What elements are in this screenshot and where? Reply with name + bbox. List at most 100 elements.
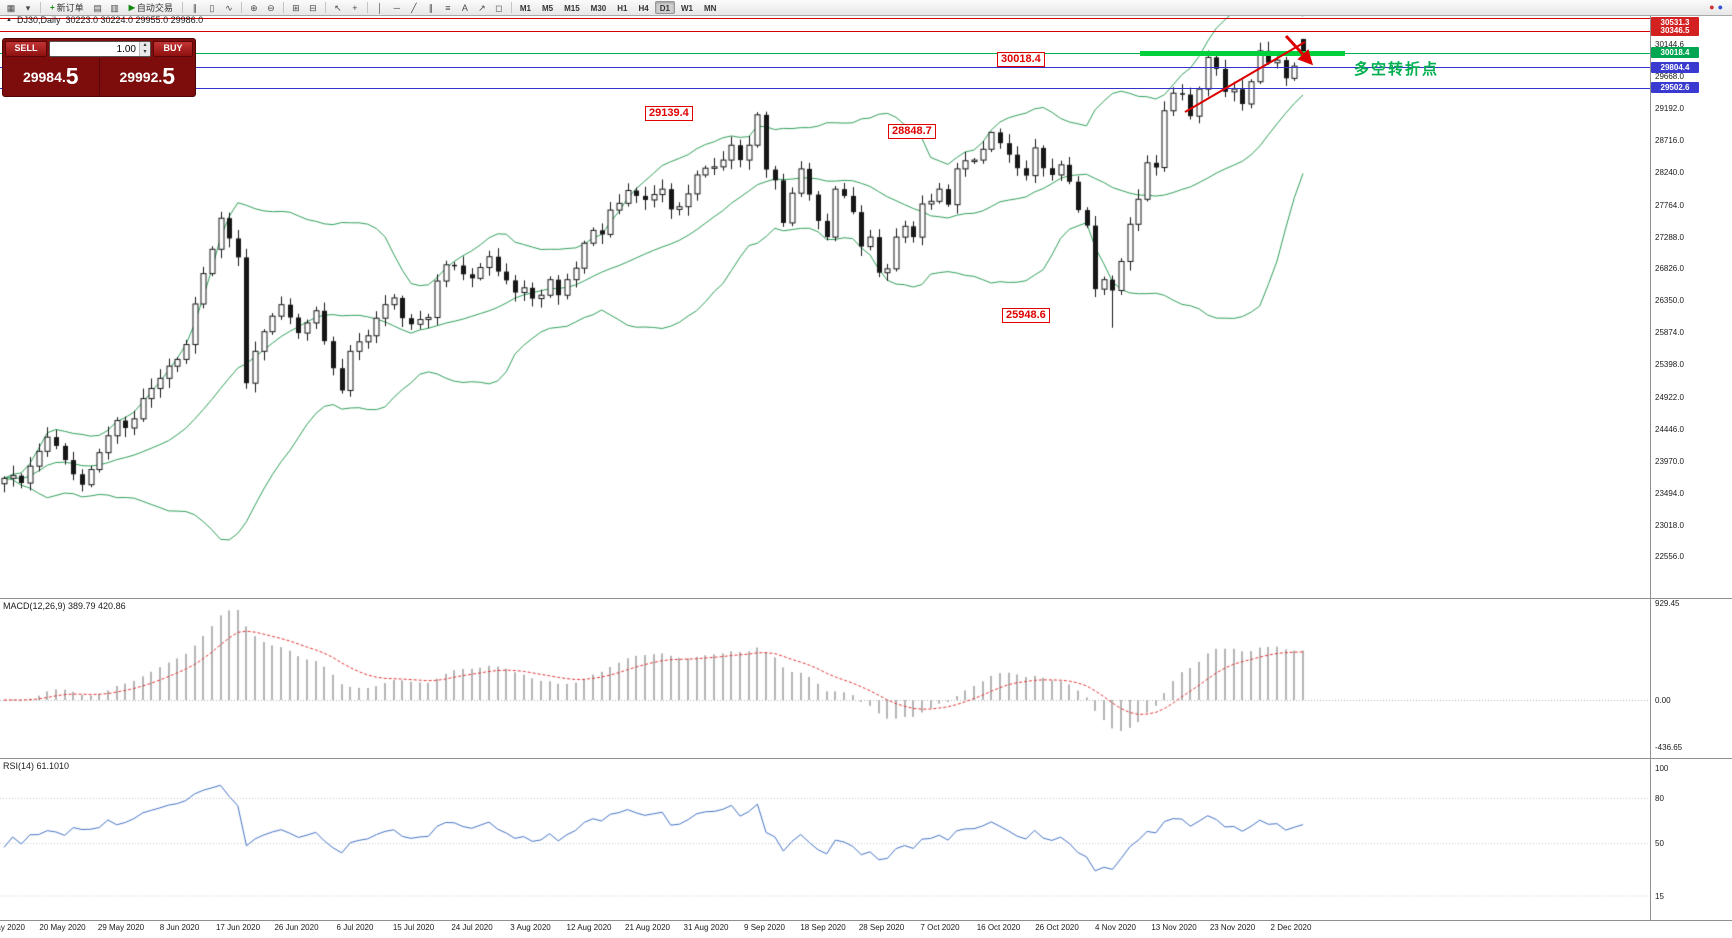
- sell-button[interactable]: SELL: [5, 41, 47, 57]
- timeframe-h4-button[interactable]: H4: [638, 4, 649, 13]
- rsi-indicator-canvas[interactable]: [0, 759, 1650, 920]
- date-axis-label: 23 Nov 2020: [1209, 923, 1256, 932]
- price-axis-label: 22556.0: [1655, 552, 1684, 562]
- volume-increase-button[interactable]: ▴: [140, 42, 150, 49]
- horizontal-line-object[interactable]: [0, 88, 1650, 89]
- market-watch-icon[interactable]: ▤: [93, 3, 102, 13]
- date-axis-label: 15 Jul 2020: [392, 923, 435, 932]
- date-axis-label: 12 Aug 2020: [566, 923, 612, 932]
- horizontal-line-object[interactable]: [0, 53, 1650, 54]
- toolbar-separator: [366, 2, 368, 13]
- timeframe-d1-button[interactable]: D1: [654, 1, 675, 14]
- toolbar-separator: [181, 2, 183, 13]
- horizontal-line-object[interactable]: [0, 67, 1650, 68]
- candlestick-chart-icon[interactable]: ▯: [209, 3, 215, 13]
- timeframe-w1-button[interactable]: W1: [680, 4, 693, 13]
- cascade-windows-icon[interactable]: ⊟: [309, 3, 317, 13]
- horizontal-line-icon[interactable]: ─: [393, 3, 401, 13]
- price-axis-label: 26826.0: [1655, 263, 1684, 273]
- zoom-out-icon[interactable]: ⊖: [267, 3, 275, 13]
- date-axis-label: 9 Sep 2020: [744, 923, 785, 932]
- macd-indicator-canvas[interactable]: [0, 599, 1650, 758]
- timeframe-mn-button[interactable]: MN: [703, 4, 717, 13]
- buy-button[interactable]: BUY: [153, 41, 193, 57]
- text-label-icon[interactable]: A: [461, 3, 468, 13]
- symbol-label: DJ30,Daily: [16, 15, 61, 25]
- rsi-axis-label: 50: [1655, 839, 1664, 848]
- ohlc-values: 30223.0 30224.0 29955.0 29986.0: [65, 15, 204, 25]
- panel-separator[interactable]: [0, 920, 1732, 921]
- equidistant-channel-icon[interactable]: ∥: [428, 3, 434, 13]
- price-tag: 29502.6: [1651, 82, 1699, 94]
- toolbar-separator: [40, 2, 41, 13]
- panel-separator[interactable]: [0, 598, 1732, 599]
- trendline-icon[interactable]: ╱: [411, 3, 417, 13]
- fibonacci-icon[interactable]: ≡: [445, 3, 451, 13]
- price-callout[interactable]: 28848.7: [888, 124, 936, 139]
- price-axis-label: 25398.0: [1655, 360, 1684, 370]
- timeframe-group: M1 M5 M15 M30 H1 H4 D1 W1 MN: [515, 1, 722, 14]
- tile-windows-icon[interactable]: ⊞: [292, 3, 300, 13]
- date-axis-label: 2 Dec 2020: [1270, 923, 1312, 932]
- date-axis-label: 13 Nov 2020: [1151, 923, 1197, 932]
- price-callout[interactable]: 30018.4: [997, 52, 1045, 67]
- price-axis-label: 29192.0: [1655, 104, 1684, 114]
- buy-price-pips: 5: [162, 63, 176, 89]
- resistance-zone-segment[interactable]: [1140, 51, 1345, 56]
- profiles-icon[interactable]: ▾: [25, 3, 31, 13]
- date-axis-label: 18 Sep 2020: [800, 923, 846, 932]
- horizontal-line-object[interactable]: [0, 31, 1650, 32]
- price-chart-canvas[interactable]: [0, 16, 1650, 598]
- trend-note[interactable]: 多空转折点: [1354, 61, 1440, 78]
- timeframe-m15-button[interactable]: M15: [564, 4, 580, 13]
- horizontal-line-object[interactable]: [0, 18, 1650, 19]
- sell-price-pips: 5: [65, 63, 79, 89]
- symbol-expand-icon[interactable]: ▲: [6, 17, 12, 23]
- macd-axis-label: -436.65: [1655, 742, 1683, 752]
- date-axis-label: 28 Sep 2020: [858, 923, 905, 932]
- toolbar-separator: [282, 2, 284, 13]
- cursor-icon[interactable]: ↖: [334, 3, 342, 13]
- rsi-axis-label: 100: [1655, 764, 1669, 773]
- macd-axis-label: 0.00: [1655, 696, 1671, 705]
- timeframe-h1-button[interactable]: H1: [617, 4, 628, 13]
- timeframe-m1-button[interactable]: M1: [519, 4, 531, 13]
- buy-price-button[interactable]: 29992.5: [100, 58, 196, 95]
- timeframe-m30-button[interactable]: M30: [590, 4, 607, 13]
- crosshair-icon[interactable]: +: [352, 3, 358, 13]
- macd-label: MACD(12,26,9) 389.79 420.86: [3, 601, 126, 611]
- price-axis-label: 29668.0: [1655, 71, 1684, 81]
- date-axis-label: 26 Jun 2020: [274, 923, 319, 932]
- volume-stepper: ▴ ▾: [49, 41, 151, 57]
- price-axis[interactable]: 30144.6 29668.0 29192.0 28716.0 28240.0 27764…: [1651, 0, 1732, 938]
- alert-status-icon[interactable]: ●: [1709, 2, 1715, 12]
- date-axis[interactable]: 1 May 2020 20 May 2020 29 May 2020 8 Jun 20…: [0, 921, 1650, 938]
- sell-price-main: 29984.: [22, 69, 66, 85]
- shapes-icon[interactable]: ◻: [495, 3, 503, 13]
- volume-decrease-button[interactable]: ▾: [140, 49, 150, 56]
- date-axis-label: 17 Jun 2020: [215, 923, 261, 932]
- timeframe-m5-button[interactable]: M5: [541, 4, 554, 13]
- new-order-button[interactable]: + 新订单: [45, 1, 89, 14]
- toolbar-separator: [510, 2, 512, 13]
- new-chart-icon[interactable]: ▦: [6, 3, 16, 13]
- zoom-in-icon[interactable]: ⊕: [250, 3, 258, 13]
- vertical-line-icon[interactable]: │: [377, 3, 383, 13]
- line-chart-icon[interactable]: ∿: [225, 3, 233, 13]
- price-callout[interactable]: 25948.6: [1002, 308, 1050, 323]
- price-callout[interactable]: 29139.4: [645, 106, 693, 121]
- bar-chart-icon[interactable]: ∥: [192, 3, 198, 13]
- price-axis-label: 26350.0: [1655, 296, 1684, 306]
- toolbar-right-group: ● ●: [1709, 1, 1729, 14]
- auto-trading-button[interactable]: ▶ 自动交易: [124, 1, 178, 14]
- rsi-label: RSI(14) 61.1010: [3, 761, 70, 771]
- news-status-icon[interactable]: ●: [1717, 2, 1723, 12]
- panel-separator[interactable]: [0, 758, 1732, 759]
- trade-panel-controls: SELL ▴ ▾ BUY: [3, 39, 195, 58]
- sell-price-button[interactable]: 29984.5: [3, 58, 100, 95]
- volume-input[interactable]: [50, 42, 139, 56]
- arrow-tool-icon[interactable]: ↗: [478, 3, 486, 13]
- terminal-icon[interactable]: ▥: [110, 3, 119, 13]
- price-axis-label: 23970.0: [1655, 456, 1684, 466]
